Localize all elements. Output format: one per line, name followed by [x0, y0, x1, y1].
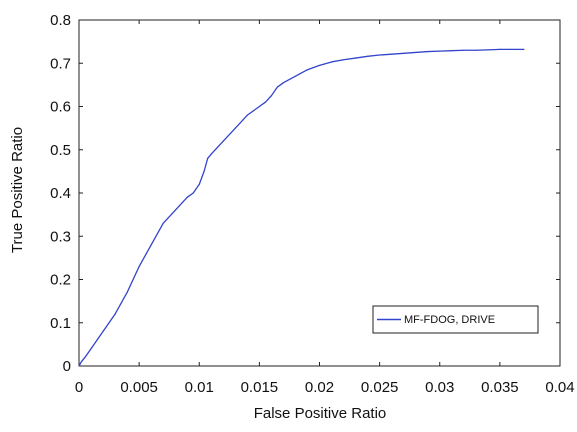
data-point	[114, 313, 116, 315]
x-tick-label: 0.005	[120, 379, 158, 396]
data-point	[80, 361, 83, 363]
y-tick-label: 0.1	[50, 315, 71, 332]
data-point	[276, 86, 279, 88]
data-point	[318, 64, 321, 67]
data-point	[210, 153, 212, 155]
data-point	[207, 157, 209, 159]
x-tick-label: 0.04	[545, 379, 574, 396]
data-point	[222, 140, 224, 142]
y-axis-label: True Positive Ratio	[9, 127, 26, 253]
data-point	[379, 54, 381, 56]
data-point	[264, 101, 266, 103]
data-point	[403, 52, 405, 54]
x-tick-label: 0.03	[425, 379, 454, 396]
data-point	[234, 127, 236, 129]
data-point	[192, 192, 194, 194]
data-point	[499, 48, 501, 51]
y-tick-label: 0.4	[50, 185, 71, 202]
x-tick-label: 0.02	[305, 379, 334, 396]
data-point	[475, 49, 477, 51]
y-tick-label: 0.2	[50, 272, 71, 289]
y-tick-label: 0.8	[50, 12, 71, 29]
data-point	[270, 95, 272, 97]
data-point	[463, 49, 465, 51]
legend: MF-FDOG, DRIVE	[372, 305, 539, 334]
y-tick-label: 0	[63, 358, 71, 375]
x-tick-label: 0.035	[481, 379, 519, 396]
y-tick-label: 0.6	[50, 99, 71, 116]
x-tick-label: 0.015	[241, 379, 279, 396]
y-axis-ticks: 0 0.1 0.2 0.3 0.4 0.5 0.6 0.7 0.8	[50, 12, 560, 375]
x-tick-label: 0	[75, 379, 83, 396]
data-point	[294, 75, 297, 77]
data-point	[84, 356, 86, 358]
data-point	[367, 55, 369, 57]
data-point	[282, 82, 285, 84]
data-point	[415, 51, 417, 54]
data-point	[126, 291, 128, 294]
data-point	[439, 50, 441, 52]
x-tick-label: 0.025	[361, 379, 399, 396]
x-axis-label: False Positive Ratio	[254, 405, 387, 422]
data-point	[511, 48, 513, 51]
data-point	[246, 114, 248, 116]
data-point	[330, 61, 333, 63]
data-point	[354, 57, 357, 59]
data-point	[523, 48, 525, 51]
data-point	[102, 330, 104, 332]
data-point	[203, 170, 205, 172]
data-point	[198, 183, 200, 185]
y-tick-label: 0.5	[50, 142, 71, 159]
x-tick-label: 0.01	[185, 379, 214, 396]
data-point	[186, 196, 188, 198]
series-layer	[78, 48, 525, 367]
y-tick-label: 0.3	[50, 228, 71, 245]
data-point	[90, 348, 92, 350]
data-point	[306, 69, 309, 71]
x-axis-ticks: 0 0.005 0.01 0.015 0.02 0.025 0.03 0.035 0.04	[75, 20, 575, 396]
data-point	[487, 49, 489, 51]
data-point	[78, 365, 80, 367]
data-point	[258, 105, 260, 108]
legend-label-mf-fdog-drive: MF-FDOG, DRIVE	[404, 314, 495, 326]
data-point	[138, 265, 140, 268]
data-point	[391, 53, 393, 55]
y-tick-label: 0.7	[50, 55, 71, 72]
data-point	[427, 50, 429, 53]
data-point	[451, 50, 453, 52]
data-point	[174, 209, 176, 211]
data-point	[162, 222, 164, 224]
data-point	[150, 244, 152, 246]
data-point	[342, 59, 345, 61]
